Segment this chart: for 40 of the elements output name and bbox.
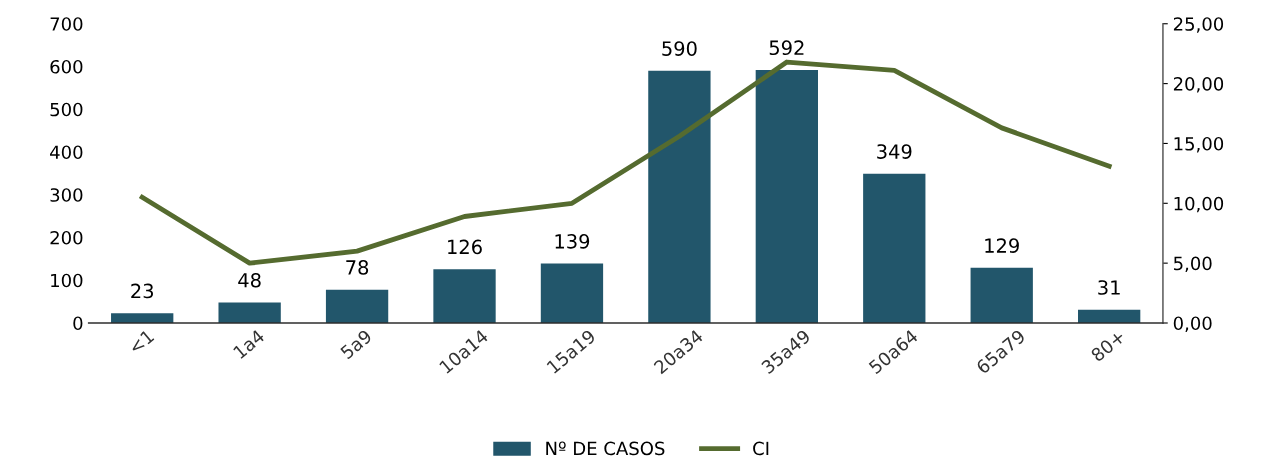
bar	[755, 69, 818, 323]
data-label: 78	[346, 260, 369, 275]
bar	[970, 267, 1033, 323]
bar	[111, 313, 174, 323]
data-label: 126	[448, 239, 482, 255]
bar	[218, 302, 281, 323]
bar	[433, 269, 496, 323]
bar	[540, 263, 604, 323]
y2-tick-label: 10,00	[1174, 196, 1224, 213]
y-tick-label: 700	[50, 17, 83, 31]
y-tick-label: 200	[50, 230, 83, 245]
x-tick-label: 1a4	[232, 328, 266, 360]
y-tick-label: 300	[50, 188, 83, 202]
y-tick-label: 500	[50, 102, 83, 117]
x-tick-label: 5a9	[339, 328, 373, 360]
data-label: 31	[1098, 280, 1120, 295]
y-tick-label: 0	[73, 316, 83, 331]
bar	[648, 70, 711, 323]
data-label: 129	[985, 238, 1019, 253]
data-label: 349	[877, 144, 912, 159]
data-label: 23	[131, 283, 154, 299]
y2-tick-label: 0,00	[1173, 316, 1212, 332]
legend-label: CI	[753, 441, 769, 456]
y-tick-label: 400	[50, 145, 83, 160]
data-label: 48	[238, 272, 261, 288]
y2-tick-label: 5,00	[1174, 256, 1212, 273]
data-label: 139	[555, 233, 590, 249]
y2-tick-label: 15,00	[1174, 136, 1224, 153]
legend-label: Nº DE CASOS	[546, 441, 665, 456]
y2-tick-label: 25,00	[1173, 17, 1224, 33]
x-tick-label: 80+	[1090, 329, 1126, 363]
y-tick-label: 100	[51, 273, 83, 288]
data-label: 592	[769, 40, 804, 56]
y-tick-label: 600	[50, 59, 83, 74]
bar	[325, 289, 389, 323]
data-label: 590	[662, 41, 697, 56]
bar	[863, 173, 926, 323]
y2-tick-label: 20,00	[1173, 77, 1224, 93]
bar	[1078, 309, 1141, 323]
x-tick-label: <1	[128, 329, 155, 355]
